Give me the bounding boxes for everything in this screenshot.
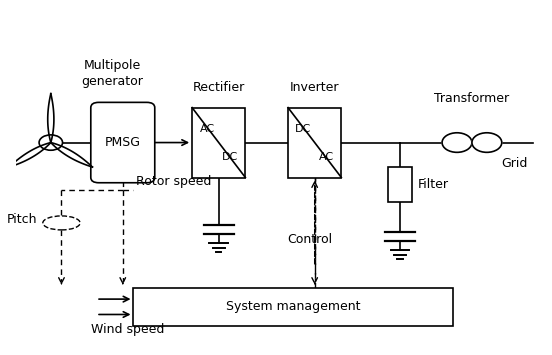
Ellipse shape bbox=[43, 216, 80, 230]
Bar bbox=[192, 108, 246, 178]
Bar bbox=[134, 288, 453, 326]
Bar bbox=[288, 108, 341, 178]
Text: AC: AC bbox=[199, 124, 215, 133]
Circle shape bbox=[472, 133, 502, 152]
Text: Rectifier: Rectifier bbox=[193, 81, 245, 94]
Text: Control: Control bbox=[287, 233, 332, 246]
Text: System management: System management bbox=[226, 300, 360, 313]
Text: Multipole
generator: Multipole generator bbox=[81, 59, 143, 88]
Text: DC: DC bbox=[222, 152, 238, 162]
Circle shape bbox=[442, 133, 472, 152]
Text: AC: AC bbox=[319, 152, 334, 162]
Text: Transformer: Transformer bbox=[434, 92, 509, 105]
Text: Grid: Grid bbox=[502, 157, 528, 170]
Text: Pitch: Pitch bbox=[7, 213, 38, 226]
Bar bbox=[388, 167, 412, 202]
Text: PMSG: PMSG bbox=[105, 136, 141, 149]
FancyBboxPatch shape bbox=[91, 102, 155, 183]
Text: Rotor speed: Rotor speed bbox=[136, 175, 211, 188]
Text: Wind speed: Wind speed bbox=[91, 323, 164, 335]
Text: Filter: Filter bbox=[417, 178, 448, 191]
Text: DC: DC bbox=[295, 124, 311, 133]
Text: Inverter: Inverter bbox=[290, 81, 339, 94]
